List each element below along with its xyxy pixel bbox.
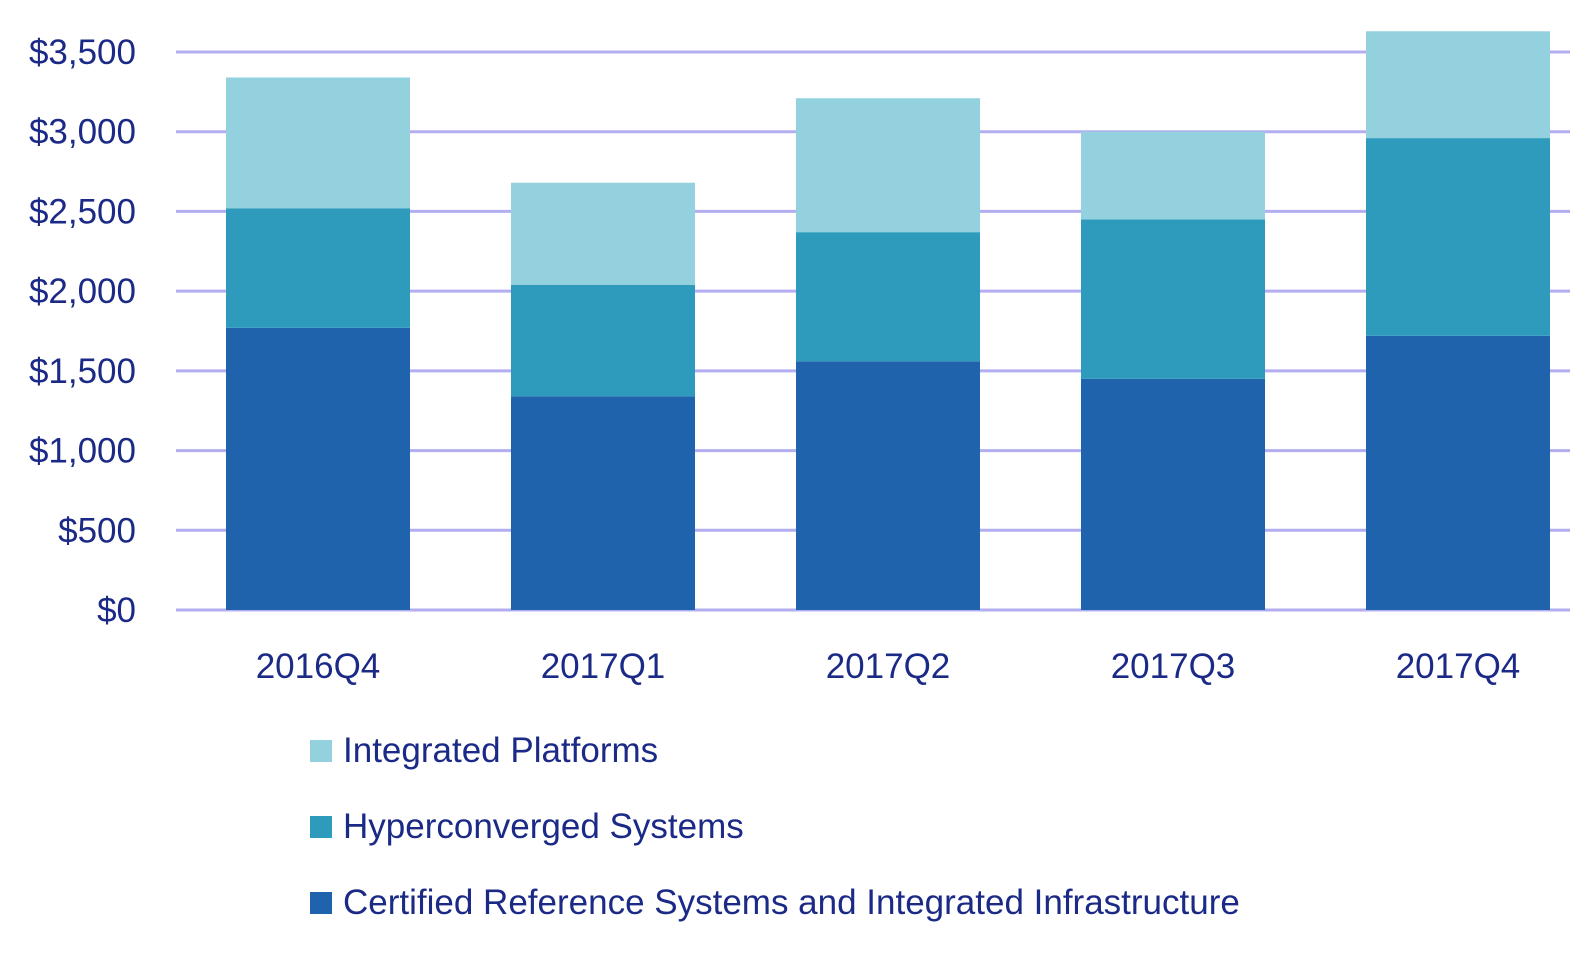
y-tick-label-1-000: $1,000 xyxy=(29,432,136,471)
legend-item-hyperconverged-systems: Hyperconverged Systems xyxy=(310,802,1240,852)
y-tick-label-0: $0 xyxy=(97,591,136,630)
x-tick-label-2017q1: 2017Q1 xyxy=(541,647,666,686)
bar-2017q4-integrated-platforms xyxy=(1366,31,1550,139)
x-tick-label-2017q3: 2017Q3 xyxy=(1111,647,1236,686)
legend-swatch-hyperconverged-systems xyxy=(310,816,332,838)
y-tick-label-2-000: $2,000 xyxy=(29,272,136,311)
y-axis-tick-labels: $0 $500 $1,000 $1,500 $2,000 $2,500 $3,000 $3,5… xyxy=(29,33,136,630)
y-tick-label-500: $500 xyxy=(58,511,136,550)
legend-swatch-integrated-platforms xyxy=(310,740,332,762)
legend-label-hyperconverged-systems: Hyperconverged Systems xyxy=(343,807,744,846)
bar-2016q4-certified-reference-systems-and-integrated-infrastructure xyxy=(226,327,410,610)
bar-2017q3-certified-reference-systems-and-integrated-infrastructure xyxy=(1081,378,1265,610)
chart-legend: Integrated Platforms Hyperconverged Syst… xyxy=(310,726,1240,954)
bar-2016q4-hyperconverged-systems xyxy=(226,208,410,328)
legend-item-integrated-platforms: Integrated Platforms xyxy=(310,726,1240,776)
legend-label-integrated-platforms: Integrated Platforms xyxy=(343,731,659,770)
y-tick-label-1-500: $1,500 xyxy=(29,352,136,391)
legend-label-certified-reference-systems: Certified Reference Systems and Integrat… xyxy=(343,883,1240,922)
bars xyxy=(226,31,1550,610)
bar-2017q4-hyperconverged-systems xyxy=(1366,138,1550,336)
y-tick-label-3-000: $3,000 xyxy=(29,113,136,152)
y-tick-label-3-500: $3,500 xyxy=(29,33,136,72)
bar-2017q1-certified-reference-systems-and-integrated-infrastructure xyxy=(511,396,695,610)
bar-2017q3-hyperconverged-systems xyxy=(1081,219,1265,379)
bar-2017q2-integrated-platforms xyxy=(796,98,980,233)
legend-item-certified-reference-systems: Certified Reference Systems and Integrat… xyxy=(310,878,1240,928)
x-tick-label-2017q2: 2017Q2 xyxy=(826,647,951,686)
bar-2017q2-certified-reference-systems-and-integrated-infrastructure xyxy=(796,361,980,610)
bar-2017q4-certified-reference-systems-and-integrated-infrastructure xyxy=(1366,335,1550,610)
bar-2017q1-integrated-platforms xyxy=(511,182,695,285)
legend-swatch-certified-reference-systems xyxy=(310,892,332,914)
bar-2017q3-integrated-platforms xyxy=(1081,131,1265,220)
bar-2016q4-integrated-platforms xyxy=(226,77,410,209)
bar-2017q1-hyperconverged-systems xyxy=(511,284,695,397)
x-tick-label-2017q4: 2017Q4 xyxy=(1396,647,1521,686)
x-tick-label-2016q4: 2016Q4 xyxy=(256,647,381,686)
x-axis-tick-labels: 2016Q4 2017Q1 2017Q2 2017Q3 2017Q4 xyxy=(256,647,1521,686)
bar-2017q2-hyperconverged-systems xyxy=(796,232,980,362)
stacked-bar-chart: $0 $500 $1,000 $1,500 $2,000 $2,500 $3,000 $3,5… xyxy=(29,31,1570,686)
y-tick-label-2-500: $2,500 xyxy=(29,192,136,231)
